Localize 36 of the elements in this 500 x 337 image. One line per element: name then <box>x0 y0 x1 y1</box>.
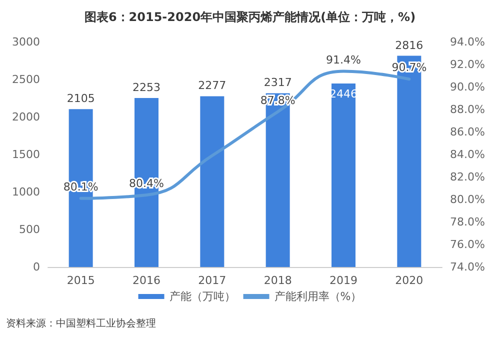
y2-tick-label: 80.0% <box>450 193 485 206</box>
x-tick-label: 2020 <box>395 274 424 287</box>
y2-tick-label: 76.0% <box>450 238 485 251</box>
y-tick-label: 1000 <box>12 186 40 198</box>
y2-tick-label: 86.0% <box>450 126 485 138</box>
y2-tick-label: 90.0% <box>450 80 485 94</box>
data-label: 2277 <box>198 79 226 92</box>
y2-tick-label: 74.0% <box>450 260 485 274</box>
y2-tick-label: 94.0% <box>450 36 485 48</box>
data-label: 2816 <box>395 38 424 52</box>
y-tick-label: 500 <box>19 223 40 236</box>
x-tick-label: 2018 <box>264 274 292 287</box>
bar <box>332 84 356 267</box>
y-tick-label: 2500 <box>12 73 40 86</box>
y-tick-label: 3000 <box>12 36 40 48</box>
x-tick-label: 2015 <box>66 274 95 287</box>
y2-tick-label: 82.0% <box>450 170 485 184</box>
y2-tick-label: 88.0% <box>450 103 485 116</box>
y2-tick-label: 78.0% <box>450 216 485 228</box>
y-tick-label: 2000 <box>12 110 40 124</box>
y-tick-label: 0 <box>33 260 40 274</box>
data-label: 2253 <box>132 81 160 94</box>
data-label: 2105 <box>66 92 95 106</box>
legend-label: 产能（万吨） <box>169 290 236 303</box>
bar <box>200 96 224 267</box>
data-label: 91.4% <box>326 53 361 66</box>
y2-tick-label: 92.0% <box>450 58 485 71</box>
y-tick-label: 1500 <box>12 148 40 161</box>
x-tick-label: 2017 <box>198 274 226 287</box>
y2-tick-label: 84.0% <box>450 148 485 161</box>
x-tick-label: 2019 <box>330 274 358 287</box>
chart-title: 图表6：2015-2020年中国聚丙烯产能情况(单位：万吨，%) <box>84 10 416 24</box>
data-label: 2317 <box>264 76 292 90</box>
x-tick-label: 2016 <box>132 274 160 287</box>
text: 资料来源：中国塑料工业协会整理 <box>6 318 156 330</box>
legend-label: 产能利用率（%） <box>274 290 362 303</box>
